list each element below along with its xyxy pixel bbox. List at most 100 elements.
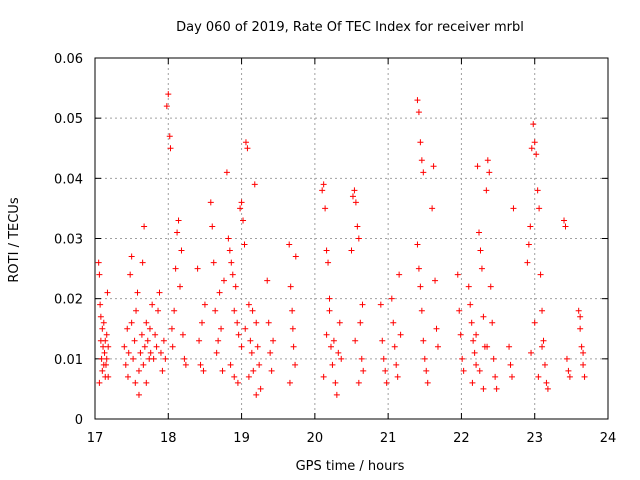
- data-point: [100, 343, 107, 350]
- data-point: [348, 247, 355, 254]
- data-point: [473, 361, 480, 368]
- data-point: [533, 151, 540, 158]
- data-point: [474, 163, 481, 170]
- data-point: [178, 247, 185, 254]
- data-point: [393, 361, 400, 368]
- data-point: [476, 229, 483, 236]
- data-point: [169, 343, 176, 350]
- data-point: [580, 349, 587, 356]
- data-point: [477, 247, 484, 254]
- data-point: [577, 325, 584, 332]
- data-point: [290, 343, 297, 350]
- data-point: [137, 349, 144, 356]
- y-tick-label: 0.02: [54, 293, 83, 308]
- data-point: [354, 223, 361, 230]
- data-point: [265, 319, 272, 326]
- data-point: [198, 319, 205, 326]
- data-point: [460, 367, 467, 374]
- data-point: [379, 337, 386, 344]
- data-point: [100, 319, 107, 326]
- data-point: [152, 331, 159, 338]
- data-point: [139, 259, 146, 266]
- data-point: [253, 319, 260, 326]
- data-point: [165, 91, 172, 98]
- data-point: [535, 373, 542, 380]
- data-point: [194, 265, 201, 272]
- data-point: [128, 253, 135, 260]
- data-point: [536, 205, 543, 212]
- data-point: [575, 307, 582, 314]
- data-point: [141, 223, 148, 230]
- data-point: [471, 349, 478, 356]
- data-point: [223, 169, 230, 176]
- data-point: [166, 133, 173, 140]
- data-point: [105, 373, 112, 380]
- data-point: [124, 373, 131, 380]
- data-point: [237, 205, 244, 212]
- data-point: [541, 361, 548, 368]
- data-point: [257, 385, 264, 392]
- data-point: [228, 259, 235, 266]
- data-point: [249, 307, 256, 314]
- data-point: [478, 265, 485, 272]
- data-point: [531, 139, 538, 146]
- data-point: [289, 307, 296, 314]
- data-point: [97, 313, 104, 320]
- data-point: [210, 259, 217, 266]
- data-point: [391, 343, 398, 350]
- data-point: [320, 181, 327, 188]
- data-point: [423, 367, 430, 374]
- data-point: [160, 337, 167, 344]
- data-point: [286, 379, 293, 386]
- data-point: [182, 361, 189, 368]
- data-point: [238, 199, 245, 206]
- data-point: [130, 355, 137, 362]
- data-point: [134, 289, 141, 296]
- y-axis-label: ROTI / TECUs: [7, 197, 22, 282]
- data-point: [415, 109, 422, 116]
- data-point: [566, 373, 573, 380]
- data-point: [268, 367, 275, 374]
- data-point: [539, 307, 546, 314]
- data-point: [454, 271, 461, 278]
- data-point: [287, 283, 294, 290]
- data-point: [578, 343, 585, 350]
- data-point: [480, 313, 487, 320]
- data-point: [581, 373, 588, 380]
- data-point: [524, 259, 531, 266]
- data-point: [377, 301, 384, 308]
- data-point: [132, 379, 139, 386]
- data-point: [196, 337, 203, 344]
- data-point: [172, 265, 179, 272]
- data-point: [99, 325, 106, 332]
- grid-lines: [95, 58, 608, 419]
- data-point: [563, 355, 570, 362]
- data-point: [492, 373, 499, 380]
- data-point: [332, 379, 339, 386]
- data-point: [537, 271, 544, 278]
- data-point: [200, 367, 207, 374]
- data-point: [326, 295, 333, 302]
- data-point: [247, 337, 254, 344]
- data-point: [175, 217, 182, 224]
- data-point: [467, 301, 474, 308]
- data-point: [253, 391, 260, 398]
- y-tick-label: 0: [75, 413, 83, 428]
- data-point: [525, 241, 532, 248]
- data-point: [168, 325, 175, 332]
- data-point: [207, 199, 214, 206]
- data-point: [103, 355, 110, 362]
- data-point: [327, 343, 334, 350]
- data-point: [507, 361, 514, 368]
- data-point: [171, 307, 178, 314]
- data-point: [245, 301, 252, 308]
- data-point: [577, 313, 584, 320]
- data-point: [565, 367, 572, 374]
- data-point: [97, 301, 104, 308]
- data-point: [153, 343, 160, 350]
- data-point: [231, 373, 238, 380]
- data-point: [234, 379, 241, 386]
- data-point: [418, 307, 425, 314]
- data-point: [248, 349, 255, 356]
- data-point: [220, 277, 227, 284]
